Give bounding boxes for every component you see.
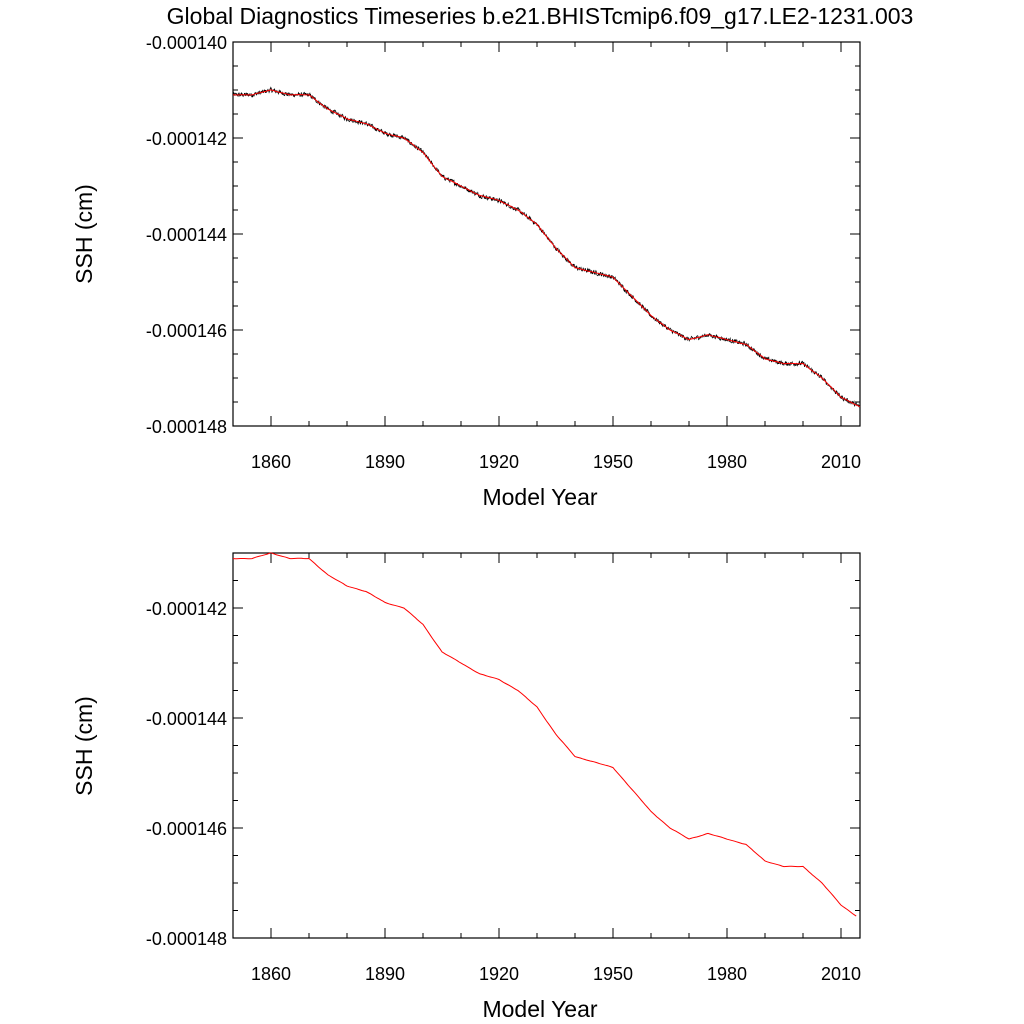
top-panel: 1860 1890 1920 1950 1980 2010 -0.000140-0.000… (71, 33, 861, 510)
bottom-series-annual-mean (232, 552, 857, 917)
bottom-x-tick-label: 1890 (365, 964, 405, 984)
top-x-tick-label: 1860 (251, 452, 291, 472)
bottom-x-tick-label: 1980 (707, 964, 747, 984)
figure-title: Global Diagnostics Timeseries b.e21.BHIS… (167, 3, 914, 29)
top-x-tick-label: 1890 (365, 452, 405, 472)
bottom-x-tick-label: 1920 (479, 964, 519, 984)
bottom-panel: 1860 1890 1920 1950 1980 2010 -0.000142-0.000… (71, 552, 861, 1022)
top-y-axis: -0.000140 -0.000142 -0.000144 -0.000146 -0.0… (146, 33, 860, 437)
top-y-tick-label: -0.000148 (146, 417, 227, 437)
top-x-axis: 1860 1890 1920 1950 1980 2010 (232, 42, 861, 472)
top-y-tick-label: -0.000144 (146, 225, 227, 245)
bottom-y-tick-label: -0.000144 (146, 709, 227, 729)
top-x-axis-label: Model Year (482, 484, 597, 510)
top-y-tick-label: -0.000146 (146, 321, 227, 341)
top-series-layer (232, 86, 861, 408)
bottom-y-axis-label: SSH (cm) (71, 696, 97, 796)
bottom-series-layer (232, 552, 857, 917)
bottom-y-tick-label: -0.000146 (146, 819, 227, 839)
bottom-x-tick-label: 1860 (251, 964, 291, 984)
top-x-tick-label: 1950 (593, 452, 633, 472)
top-series-annual-mean (232, 89, 861, 408)
bottom-x-axis: 1860 1890 1920 1950 1980 2010 (232, 553, 861, 984)
bottom-x-axis-label: Model Year (482, 996, 597, 1022)
top-y-tick-label: -0.000142 (146, 129, 227, 149)
top-x-tick-label: 2010 (821, 452, 861, 472)
top-x-tick-label: 1980 (707, 452, 747, 472)
top-y-axis-label: SSH (cm) (71, 184, 97, 284)
bottom-y-tick-label: -0.000142 (146, 599, 227, 619)
bottom-y-axis: -0.000142 -0.000144 -0.000146 -0.000148 (146, 552, 860, 949)
bottom-x-tick-label: 2010 (821, 964, 861, 984)
bottom-x-tick-label: 1950 (593, 964, 633, 984)
bottom-y-tick-label: -0.000148 (146, 929, 227, 949)
top-y-tick-label: -0.000140 (146, 33, 227, 53)
top-x-tick-label: 1920 (479, 452, 519, 472)
